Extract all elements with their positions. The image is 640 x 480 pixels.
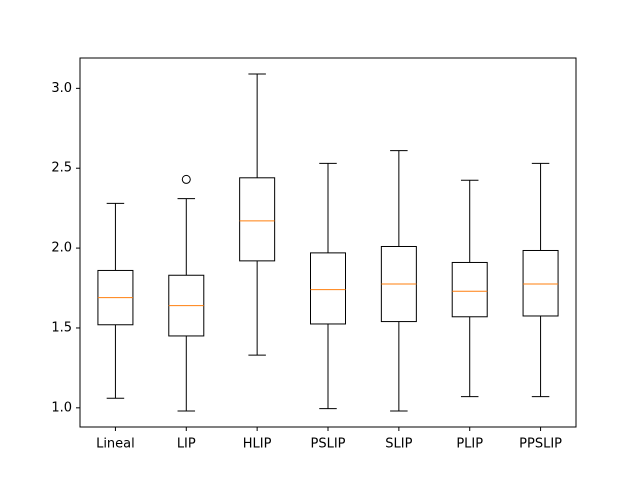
x-tick-label: PPSLIP <box>519 437 562 452</box>
y-tick-label: 2.0 <box>51 241 72 256</box>
box-group <box>239 73 276 356</box>
box-group <box>451 179 488 398</box>
box-iqr <box>239 177 276 262</box>
x-tick-label: SLIP <box>385 437 412 452</box>
box-group <box>522 162 559 398</box>
x-tick-label: Lineal <box>96 437 135 452</box>
box-iqr <box>522 249 559 317</box>
box-group <box>168 174 205 412</box>
x-tick-label: HLIP <box>243 437 272 452</box>
y-tick-label: 2.5 <box>51 161 72 176</box>
x-tick-label: LIP <box>177 437 196 452</box>
y-tick-label: 1.0 <box>51 400 72 415</box>
x-tick-label: PLIP <box>456 437 483 452</box>
plot-frame <box>79 57 577 428</box>
x-tick-label: PSLIP <box>310 437 345 452</box>
y-axis: 1.0 1.5 2.0 2.5 3.0 <box>51 81 80 415</box>
outlier-point <box>181 174 191 184</box>
y-tick-label: 1.5 <box>51 320 72 335</box>
x-axis: Lineal LIP HLIP PSLIP SLIP PLIP PPSLIP <box>96 427 562 452</box>
box-iqr <box>451 261 488 318</box>
y-tick-label: 3.0 <box>51 81 72 96</box>
box-iqr <box>310 252 346 325</box>
box-group <box>310 162 346 410</box>
box-group <box>380 150 417 412</box>
box-group <box>97 202 134 399</box>
boxes-layer <box>97 73 559 412</box>
